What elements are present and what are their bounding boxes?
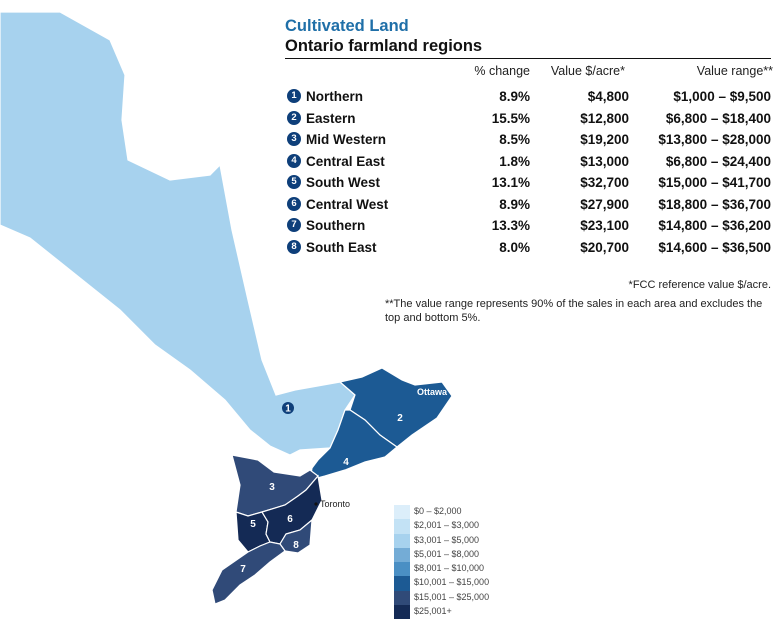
region-number-badge: 5	[287, 175, 301, 189]
value-range: $1,000 – $9,500	[673, 89, 771, 104]
legend-swatch	[394, 519, 410, 534]
region-label-6: 6	[287, 514, 293, 525]
table-row: 5 South West 13.1% $32,700 $15,000 – $41,700	[285, 173, 775, 195]
region-number-badge: 6	[287, 196, 301, 211]
region-1-northern	[0, 11, 356, 456]
legend-label: $25,001+	[414, 606, 452, 617]
table-row: 7 Southern 13.3% $23,100 $14,800 – $36,200	[285, 216, 775, 238]
percent-change: 8.5%	[499, 132, 530, 147]
page-title: Cultivated Land	[285, 17, 409, 35]
value-per-acre: $32,700	[580, 175, 629, 190]
region-table: 1 Northern 8.9% $4,800 $1,000 – $9,500 2 Easte…	[285, 87, 775, 259]
legend-label: $10,001 – $15,000	[414, 577, 490, 588]
legend-label: $5,001 – $8,000	[414, 548, 480, 559]
value-per-acre: $27,900	[580, 196, 629, 212]
value-per-acre: $23,100	[580, 218, 629, 233]
region-label-3: 3	[269, 482, 275, 493]
region-name: Central West	[306, 196, 389, 212]
legend-swatch	[394, 605, 410, 620]
column-header-range: Value range**	[696, 64, 773, 78]
region-number-badge: 2	[287, 110, 301, 125]
table-row: 3 Mid Western 8.5% $19,200 $13,800 – $28,000	[285, 130, 775, 152]
percent-change: 8.9%	[499, 89, 530, 104]
value-per-acre: $20,700	[580, 239, 629, 255]
region-marker-1	[282, 402, 294, 414]
value-range: $14,800 – $36,200	[658, 218, 771, 233]
percent-change: 8.9%	[499, 196, 530, 212]
legend-swatch	[394, 533, 410, 548]
value-per-acre: $19,200	[580, 132, 629, 147]
region-7-southern	[211, 541, 286, 605]
region-name: Northern	[306, 89, 363, 104]
region-label-1: 1	[285, 404, 291, 415]
legend-swatch	[394, 562, 410, 577]
region-4-central-east	[309, 409, 398, 481]
region-name: Mid Western	[306, 132, 387, 147]
region-label-5: 5	[250, 519, 256, 530]
table-row: 1 Northern 8.9% $4,800 $1,000 – $9,500	[285, 87, 775, 109]
farmland-info-panel: Cultivated Land Ontario farmland regions…	[285, 16, 775, 259]
region-label-2: 2	[397, 413, 403, 424]
value-range: $6,800 – $18,400	[665, 110, 771, 126]
region-name: Eastern	[306, 110, 356, 126]
percent-change: 8.0%	[499, 239, 530, 255]
value-per-acre: $4,800	[587, 89, 629, 104]
region-number-badge: 7	[287, 218, 301, 232]
legend-swatch	[394, 505, 410, 520]
legend-label: $2,001 – $3,000	[414, 520, 480, 531]
region-name: South East	[306, 239, 377, 255]
table-row: 2 Eastern 15.5% $12,800 $6,800 – $18,400	[285, 109, 775, 131]
percent-change: 15.5%	[491, 110, 530, 126]
region-label-8: 8	[293, 540, 299, 551]
table-row: 4 Central East 1.8% $13,000 $6,800 – $24,400	[285, 152, 775, 174]
table-header: % change Value $/acre* Value range**	[285, 59, 775, 83]
legend-swatch	[394, 576, 410, 591]
region-number-badge: 4	[287, 153, 301, 168]
percent-change: 13.1%	[491, 175, 530, 190]
legend-label: $0 – $2,000	[414, 506, 462, 516]
legend-swatch	[394, 590, 410, 606]
value-range: $6,800 – $24,400	[665, 153, 771, 169]
table-row: 8 South East 8.0% $20,700 $14,600 – $36,500	[285, 238, 775, 260]
region-name: South West	[306, 175, 380, 190]
legend-swatch	[394, 547, 410, 563]
column-header-value: Value $/acre*	[550, 64, 625, 78]
region-number-badge: 1	[287, 89, 301, 103]
region-number-badge: 8	[287, 239, 301, 254]
legend-label: $15,001 – $25,000	[414, 591, 490, 602]
region-label-7: 7	[240, 564, 246, 575]
percent-change: 13.3%	[491, 218, 530, 233]
footnote-reference-value: *FCC reference value $/acre.	[628, 279, 771, 291]
legend-label: $8,001 – $10,000	[414, 563, 485, 574]
column-header-change: % change	[474, 64, 530, 78]
percent-change: 1.8%	[499, 153, 530, 169]
footnote-value-range: **The value range represents 90% of the …	[385, 298, 763, 324]
value-range: $13,800 – $28,000	[658, 132, 771, 147]
city-label-toronto: Toronto	[320, 499, 350, 509]
table-row: 6 Central West 8.9% $27,900 $18,800 – $36,70…	[285, 195, 775, 217]
city-label-ottawa: Ottawa	[417, 387, 448, 397]
legend-label: $3,001 – $5,000	[414, 534, 480, 545]
value-per-acre: $13,000	[580, 153, 629, 169]
value-range: $15,000 – $41,700	[658, 175, 771, 190]
toronto-marker	[314, 502, 318, 506]
region-number-badge: 3	[287, 132, 301, 146]
value-range: $18,800 – $36,700	[658, 196, 771, 212]
region-name: Southern	[306, 218, 366, 233]
region-label-4: 4	[343, 457, 349, 468]
page-subtitle: Ontario farmland regions	[285, 37, 483, 55]
value-range: $14,600 – $36,500	[658, 239, 771, 255]
title-divider	[285, 58, 771, 59]
value-per-acre: $12,800	[580, 110, 629, 126]
region-name: Central East	[306, 153, 385, 169]
